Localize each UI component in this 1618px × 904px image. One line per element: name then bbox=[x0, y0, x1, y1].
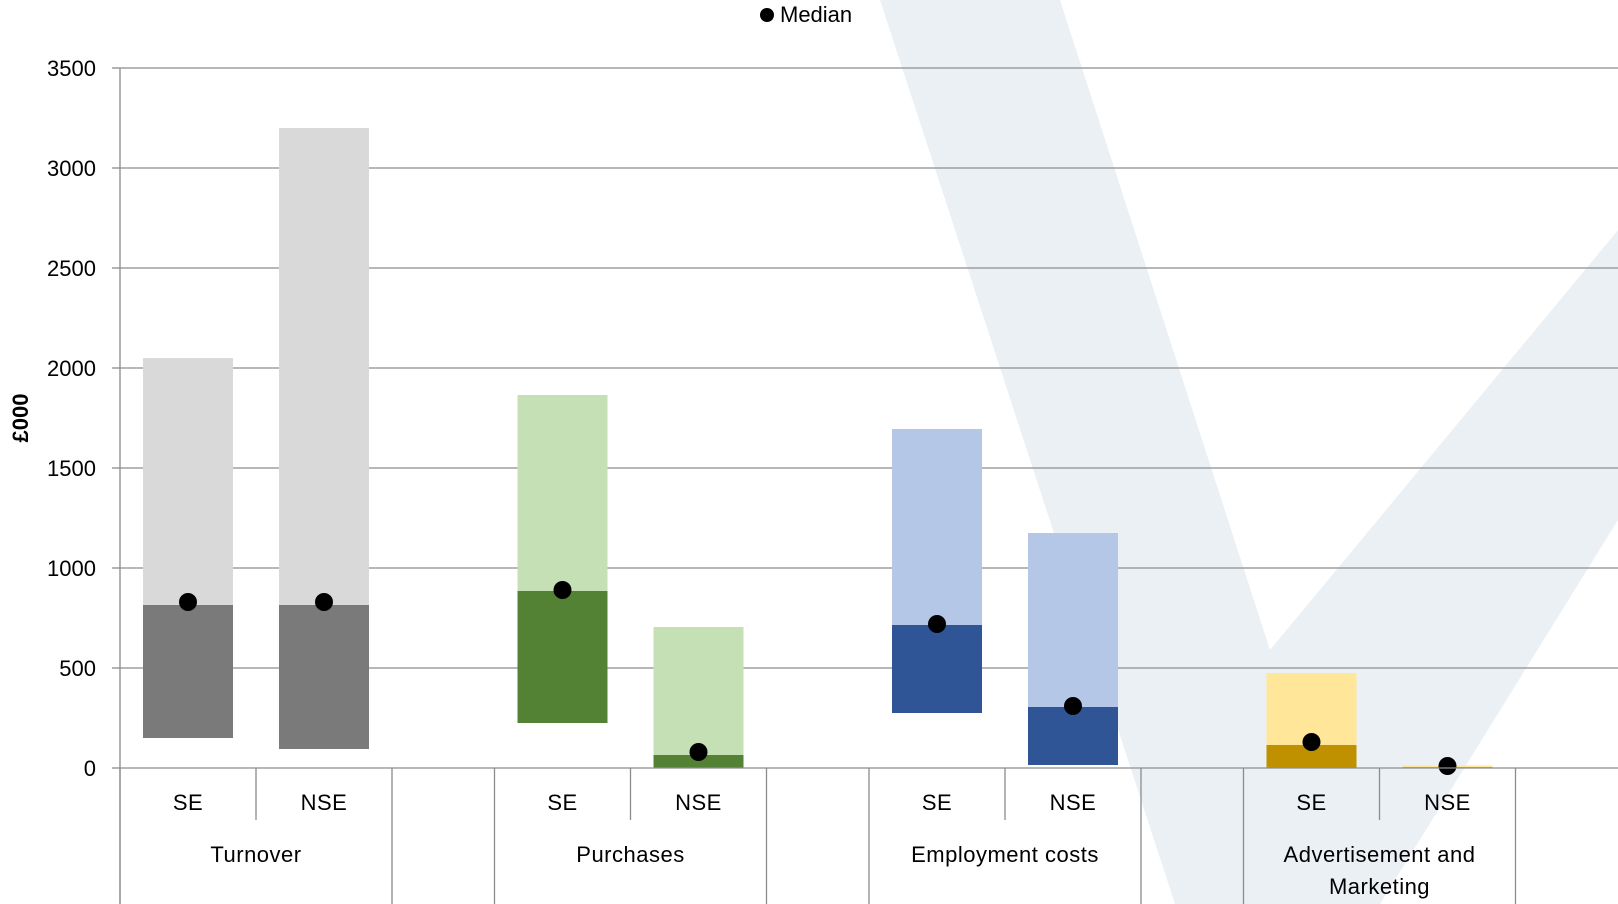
bar-upper-segment bbox=[1028, 533, 1118, 707]
y-tick-label: 500 bbox=[59, 656, 96, 681]
y-tick-label: 3000 bbox=[47, 156, 96, 181]
bar-lower-segment bbox=[653, 755, 744, 768]
bar-label: SE bbox=[1296, 790, 1326, 815]
bar-upper-segment bbox=[143, 358, 233, 605]
group-label: Employment costs bbox=[911, 842, 1099, 867]
group-label: Advertisement and bbox=[1284, 842, 1476, 867]
legend-median-label: Median bbox=[780, 2, 852, 27]
median-marker bbox=[1302, 733, 1321, 751]
bars bbox=[143, 128, 1493, 768]
bar-label: SE bbox=[547, 790, 577, 815]
bar-upper-segment bbox=[517, 395, 608, 591]
bar-label: NSE bbox=[675, 790, 722, 815]
median-marker bbox=[553, 581, 572, 599]
group-label: Turnover bbox=[210, 842, 301, 867]
category-labels: SE NSE Turnover SE NSE Purchases SE NSE Employme… bbox=[173, 790, 1476, 899]
bar-label: NSE bbox=[1050, 790, 1097, 815]
bar-lower-segment bbox=[1028, 707, 1118, 765]
y-tick-label: 1500 bbox=[47, 456, 96, 481]
bar-label: NSE bbox=[301, 790, 348, 815]
bar-lower-segment bbox=[279, 605, 369, 749]
bar-upper-segment bbox=[279, 128, 369, 605]
median-marker bbox=[315, 593, 333, 611]
bar-lower-segment bbox=[1266, 745, 1357, 768]
bar-lower-segment bbox=[517, 591, 608, 723]
legend: Median bbox=[760, 2, 852, 27]
bar-label: SE bbox=[922, 790, 952, 815]
median-marker bbox=[179, 593, 197, 611]
bar-lower-segment bbox=[892, 625, 982, 713]
y-tick-label: 3500 bbox=[47, 56, 96, 81]
y-tick-label: 2000 bbox=[47, 356, 96, 381]
bar-lower-segment bbox=[143, 605, 233, 738]
y-tick-label: 0 bbox=[84, 756, 96, 781]
median-marker bbox=[689, 743, 708, 761]
median-marker bbox=[928, 615, 946, 633]
watermark bbox=[880, 0, 1618, 904]
bar-label: SE bbox=[173, 790, 203, 815]
median-marker bbox=[1438, 757, 1457, 775]
bar-upper-segment bbox=[653, 627, 744, 755]
y-tick-label: 1000 bbox=[47, 556, 96, 581]
median-marker bbox=[1064, 697, 1082, 715]
group-label: Marketing bbox=[1329, 874, 1430, 899]
gridlines bbox=[120, 67, 1618, 669]
y-tick-label: 2500 bbox=[47, 256, 96, 281]
axes: 0 500 1000 1500 2000 2500 3000 3500 bbox=[47, 56, 1618, 904]
bar-upper-segment bbox=[892, 429, 982, 625]
y-axis-label: £000 bbox=[8, 394, 33, 443]
legend-median-marker bbox=[760, 8, 774, 22]
bar-label: NSE bbox=[1424, 790, 1471, 815]
group-label: Purchases bbox=[576, 842, 684, 867]
median-markers bbox=[179, 581, 1457, 775]
